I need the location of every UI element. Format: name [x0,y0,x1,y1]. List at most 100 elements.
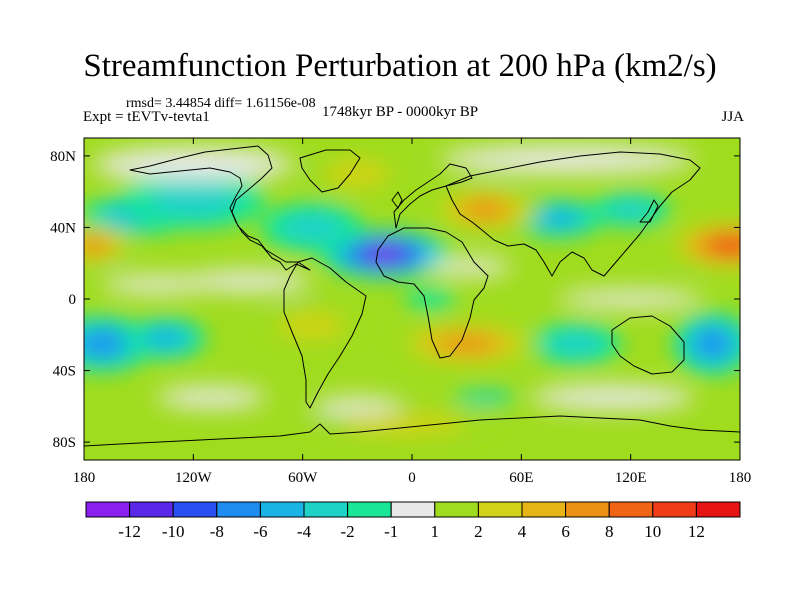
colorbar-swatch-5 [303,501,349,518]
colorbar-label-3: -6 [253,522,267,541]
colorbar-label-9: 4 [518,522,527,541]
anomaly-contour-6-2 [537,209,579,228]
colorbar-swatch-3 [216,501,261,518]
near-zero-band-6 [530,384,695,410]
coast-greenland [299,149,361,193]
colorbar-swatch-6 [347,501,392,518]
anomaly-contour-4-3 [84,333,120,354]
colorbar-label-2: -8 [210,522,224,541]
anomaly-16 [260,304,363,348]
coast-uk [391,191,403,209]
anomaly-contour-17-1 [341,413,465,436]
colorbar-swatch-11 [565,501,610,518]
anomaly-9 [530,322,622,366]
anomaly-8 [672,311,740,376]
near-zero-band-0 [93,146,294,183]
near-zero-band-8 [421,257,513,276]
y-tick-label-1: 40N [50,220,76,236]
y-tick-label-3: 40S [53,364,76,380]
anomaly-contour-15-3 [465,201,504,218]
coast-australia [611,315,685,375]
anomaly-18 [306,152,409,196]
anomaly-contour-7-1 [605,198,656,221]
colorbar-swatch-7 [390,501,436,518]
chart-title: Streamfunction Perturbation at 200 hPa (… [83,48,717,84]
anomaly-12 [667,220,740,271]
anomaly-contour-5-2 [148,328,184,348]
colorbar-label-12: 10 [644,522,661,541]
colorbar-label-8: 2 [474,522,483,541]
colorbar: -12 -10 -8 -6 -4 -2 -1 1 2 4 6 8 10 12 [85,501,741,541]
coast-north-america [129,145,311,271]
anomaly-contour-14-3 [441,335,493,352]
colorbar-label-11: 8 [605,522,614,541]
x-tick-label-1: 120W [175,470,213,486]
colorbar-label-13: 12 [688,522,705,541]
anomaly-contour-0-6 [370,249,399,260]
anomaly-7 [590,191,671,228]
y-tick-label-0: 80N [50,149,76,165]
near-zero-band-1 [439,145,695,174]
colorbar-swatch-8 [434,501,479,518]
anomaly-10 [404,288,456,310]
y-tick-label-4: 80S [53,435,76,451]
x-tick-label-0: 180 [73,470,96,486]
anomaly-contour-11-1 [464,392,506,402]
near-zero-band-4 [557,290,704,308]
coast-europe [393,163,473,229]
anomaly-contour-3-1 [148,182,239,219]
anomaly-13 [84,225,134,266]
anomaly-3 [120,171,267,230]
x-tick-label-3: 0 [408,470,416,486]
experiment-label: Expt = tEVTv-tevta1 [83,109,210,125]
colorbar-label-6: -1 [384,522,398,541]
colorbar-label-10: 6 [561,522,570,541]
colorbar-label-4: -4 [297,522,312,541]
map-field [84,138,740,460]
colorbar-label-7: 1 [431,522,440,541]
anomaly-contour-16-1 [280,312,344,340]
colorbar-label-0: -12 [118,522,141,541]
anomaly-contour-12-5 [715,239,740,252]
near-zero-band-3 [102,275,212,294]
x-tick-label-5: 120E [615,470,647,486]
season-label: JJA [721,109,744,125]
anomaly-contour-8-3 [698,332,727,355]
anomaly-layer [84,145,740,443]
colorbar-swatch-2 [172,501,218,518]
x-tick-label-4: 60E [509,470,533,486]
anomaly-contour-13-3 [84,238,108,253]
anomaly-contour-9-1 [547,330,605,357]
coast-japan [639,199,659,223]
colorbar-swatch-12 [608,501,654,518]
anomaly-17 [302,406,504,443]
map-axes: 180 120W 60W 0 60E 120E 180 80N 40N 0 40S 80S [50,138,751,486]
colorbar-swatch-1 [129,501,174,518]
near-zero-band-5 [156,386,267,409]
colorbar-swatch-4 [259,501,305,518]
colorbar-swatch-13 [652,501,697,518]
colorbar-swatch-0 [85,501,131,518]
anomaly-11 [452,390,518,405]
anomaly-contour-10-0 [404,288,456,310]
colorbar-swatch-10 [521,501,567,518]
coastlines [84,145,740,447]
coast-asia [445,151,701,277]
anomaly-5 [125,316,207,360]
x-tick-label-6: 180 [729,470,752,486]
anomaly-contour-1-1 [280,212,344,243]
coast-africa [375,227,489,359]
y-tick-label-2: 0 [69,292,77,308]
anomaly-15 [430,186,540,233]
colorbar-label-5: -2 [341,522,355,541]
coast-south-america [283,257,367,409]
colorbar-label-1: -10 [162,522,185,541]
near-zero-band-2 [184,270,312,292]
x-tick-label-2: 60W [288,470,318,486]
rmsd-label: rmsd= 3.44854 diff= 1.61156e-08 [126,96,316,111]
period-label: 1748kyr BP - 0000kyr BP [322,104,479,120]
anomaly-contour-18-1 [325,160,389,187]
colorbar-swatch-9 [477,501,523,518]
colorbar-swatch-14 [695,501,741,518]
